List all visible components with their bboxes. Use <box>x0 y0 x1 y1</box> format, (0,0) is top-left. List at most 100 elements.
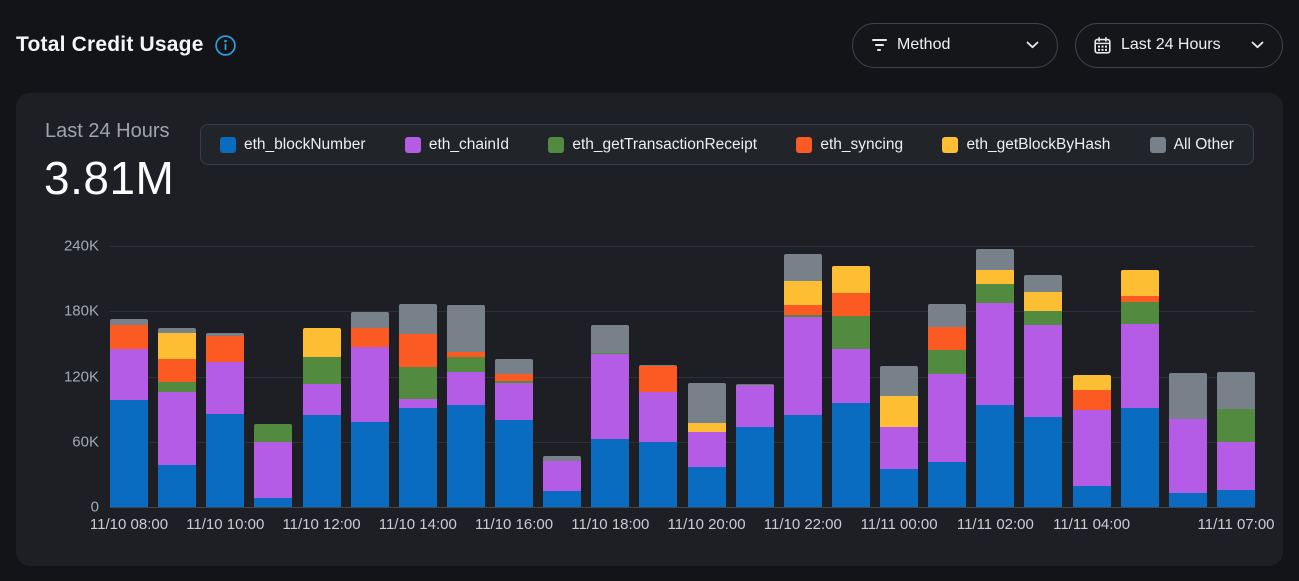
bar-segment[interactable] <box>1217 489 1255 507</box>
bar-segment[interactable] <box>1120 324 1159 408</box>
bar[interactable] <box>1217 372 1255 507</box>
bar-segment[interactable] <box>398 399 437 408</box>
bar-segment[interactable] <box>687 383 726 424</box>
bar-segment[interactable] <box>446 372 485 405</box>
bar-segment[interactable] <box>110 325 148 350</box>
bar-segment[interactable] <box>158 333 197 360</box>
legend-item[interactable]: eth_blockNumber <box>220 136 365 154</box>
bar-segment[interactable] <box>831 315 870 350</box>
bar-segment[interactable] <box>158 381 197 392</box>
bar-segment[interactable] <box>831 402 870 507</box>
bar-segment[interactable] <box>831 349 870 403</box>
bar-segment[interactable] <box>1217 409 1255 442</box>
bar-segment[interactable] <box>350 327 389 348</box>
bar-segment[interactable] <box>206 336 245 363</box>
bar-segment[interactable] <box>976 302 1015 405</box>
bar-segment[interactable] <box>446 304 485 352</box>
bar-segment[interactable] <box>783 280 822 305</box>
bar-segment[interactable] <box>158 359 197 382</box>
bar-segment[interactable] <box>543 490 582 507</box>
bar-segment[interactable] <box>350 312 389 328</box>
bar-segment[interactable] <box>783 304 822 315</box>
bar-segment[interactable] <box>591 438 630 507</box>
bar[interactable] <box>254 424 293 507</box>
bar-segment[interactable] <box>639 364 678 366</box>
bar-segment[interactable] <box>495 374 534 381</box>
bar-segment[interactable] <box>735 385 774 427</box>
bar-segment[interactable] <box>831 265 870 293</box>
bar-segment[interactable] <box>158 327 197 334</box>
bar[interactable] <box>206 333 245 507</box>
bar-segment[interactable] <box>783 314 822 317</box>
bar-segment[interactable] <box>302 357 341 385</box>
bar-segment[interactable] <box>880 396 919 427</box>
bar[interactable] <box>1168 373 1207 507</box>
bar-segment[interactable] <box>1168 492 1207 507</box>
bar-segment[interactable] <box>976 284 1015 303</box>
bar-segment[interactable] <box>110 318 148 326</box>
bar-segment[interactable] <box>495 380 534 383</box>
bar-segment[interactable] <box>254 441 293 499</box>
method-filter-button[interactable]: Method <box>852 22 1058 68</box>
date-range-button[interactable]: Last 24 Hours <box>1075 22 1283 68</box>
bar-segment[interactable] <box>543 455 582 462</box>
bar-segment[interactable] <box>302 414 341 507</box>
bar-segment[interactable] <box>783 414 822 507</box>
bar-segment[interactable] <box>110 349 148 401</box>
bar[interactable] <box>976 249 1015 507</box>
bar[interactable] <box>446 304 485 507</box>
bar-segment[interactable] <box>928 303 967 327</box>
bar-segment[interactable] <box>976 270 1015 285</box>
bar-segment[interactable] <box>206 333 245 337</box>
bar-segment[interactable] <box>1120 270 1159 297</box>
bar-segment[interactable] <box>350 347 389 423</box>
bar-segment[interactable] <box>1120 301 1159 325</box>
bar-segment[interactable] <box>1217 441 1255 490</box>
bar[interactable] <box>1072 375 1111 507</box>
bar[interactable] <box>543 455 582 507</box>
bar-segment[interactable] <box>976 404 1015 507</box>
bar-segment[interactable] <box>783 316 822 415</box>
bar-segment[interactable] <box>1072 389 1111 411</box>
bar-segment[interactable] <box>254 424 293 442</box>
bar[interactable] <box>1120 270 1159 507</box>
bar[interactable] <box>1024 275 1063 507</box>
bar-segment[interactable] <box>735 426 774 507</box>
bar-segment[interactable] <box>1024 311 1063 326</box>
bar-segment[interactable] <box>398 334 437 367</box>
bar-segment[interactable] <box>543 461 582 491</box>
bar-segment[interactable] <box>495 420 534 507</box>
legend-item[interactable]: eth_chainId <box>404 136 509 154</box>
bar-segment[interactable] <box>302 384 341 415</box>
bar-segment[interactable] <box>687 423 726 433</box>
bar-segment[interactable] <box>928 462 967 507</box>
bar-segment[interactable] <box>1072 410 1111 487</box>
legend-item[interactable]: eth_syncing <box>796 136 903 154</box>
bar[interactable] <box>880 365 919 507</box>
bar-segment[interactable] <box>591 353 630 439</box>
legend-item[interactable]: eth_getTransactionReceipt <box>548 136 757 154</box>
bar-segment[interactable] <box>1024 275 1063 292</box>
bar-segment[interactable] <box>398 408 437 507</box>
bar[interactable] <box>302 327 341 507</box>
bar[interactable] <box>398 303 437 507</box>
bar-segment[interactable] <box>495 383 534 420</box>
bar-segment[interactable] <box>831 292 870 316</box>
bar-segment[interactable] <box>1217 372 1255 410</box>
bar-segment[interactable] <box>880 365 919 397</box>
bar-segment[interactable] <box>783 253 822 281</box>
bar-segment[interactable] <box>1168 418 1207 493</box>
bar[interactable] <box>735 384 774 507</box>
bar-segment[interactable] <box>495 359 534 375</box>
bar-segment[interactable] <box>398 366 437 400</box>
bar-segment[interactable] <box>1072 375 1111 390</box>
bar-segment[interactable] <box>398 303 437 335</box>
bar-segment[interactable] <box>687 432 726 467</box>
bar-segment[interactable] <box>302 327 341 358</box>
bar-segment[interactable] <box>591 352 630 354</box>
bar-segment[interactable] <box>639 391 678 442</box>
bar-segment[interactable] <box>1120 296 1159 302</box>
bar-segment[interactable] <box>928 374 967 463</box>
bar-segment[interactable] <box>591 325 630 353</box>
bar-segment[interactable] <box>1072 486 1111 507</box>
